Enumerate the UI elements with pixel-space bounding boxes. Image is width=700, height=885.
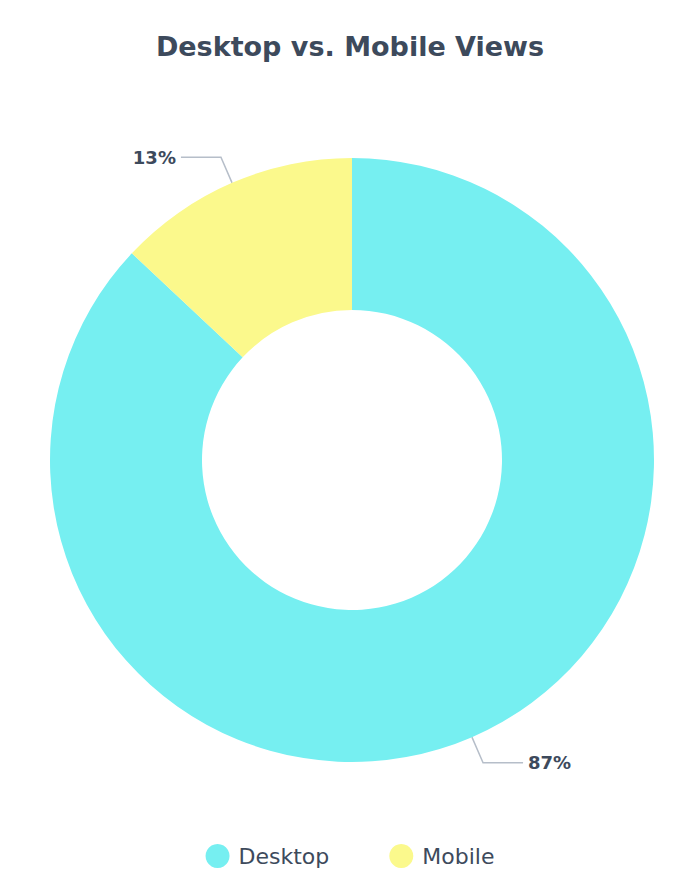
svg-text:Desktop vs. Mobile Views: Desktop vs. Mobile Views — [156, 31, 544, 62]
svg-text:Desktop: Desktop — [239, 844, 330, 869]
svg-text:13%: 13% — [133, 147, 176, 168]
svg-text:87%: 87% — [528, 752, 571, 773]
svg-text:Mobile: Mobile — [422, 844, 494, 869]
